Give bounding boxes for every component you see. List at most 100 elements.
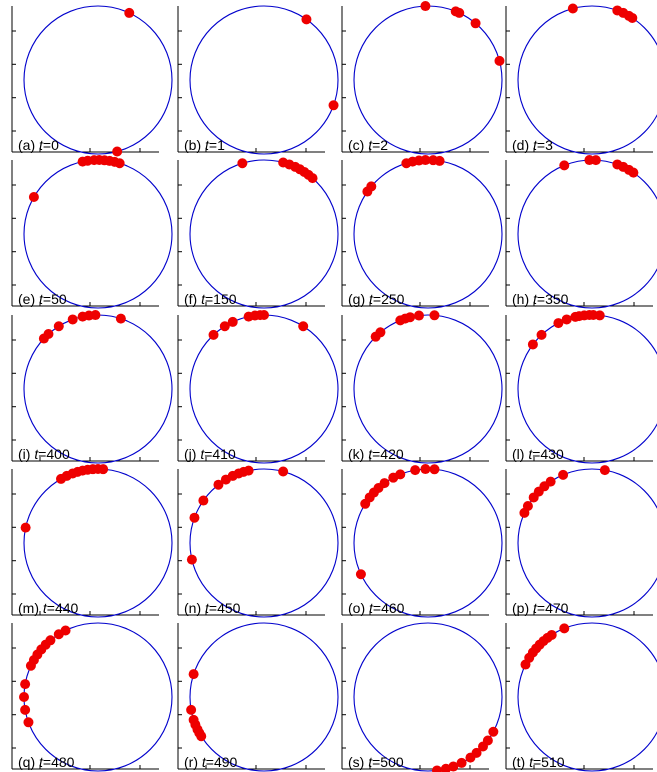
time-symbol: t xyxy=(533,137,538,153)
data-point xyxy=(90,310,101,321)
data-point xyxy=(413,310,424,321)
panel-p: (p) t=470 xyxy=(505,465,657,618)
data-point xyxy=(494,55,505,66)
panel-s: (s) t=500 xyxy=(341,622,503,772)
data-point xyxy=(237,158,248,169)
data-point xyxy=(561,314,572,325)
data-point xyxy=(546,629,557,640)
panel-time: =490 xyxy=(206,754,238,770)
panel-t: (t) t=510 xyxy=(505,622,657,772)
panel-letter: (r) xyxy=(184,754,202,770)
time-symbol: t xyxy=(201,291,206,307)
panel-j: (j) t=410 xyxy=(177,310,339,464)
data-point xyxy=(278,466,289,477)
data-point xyxy=(379,478,390,489)
panel-time: =150 xyxy=(205,291,237,307)
panel-letter: (f) xyxy=(184,291,201,307)
data-point xyxy=(67,314,78,325)
time-symbol: t xyxy=(200,446,205,462)
panel-k: (k) t=420 xyxy=(341,310,503,464)
data-point xyxy=(189,512,200,523)
panel-label: (r) t=490 xyxy=(184,754,238,770)
data-point xyxy=(213,479,224,490)
panel-time: =480 xyxy=(43,754,75,770)
time-symbol: t xyxy=(43,600,48,616)
panel-label: (l) t=430 xyxy=(512,446,564,462)
time-symbol: t xyxy=(529,754,534,770)
panel-label: (g) t=250 xyxy=(348,291,405,307)
panel-c: (c) t=2 xyxy=(341,1,505,155)
unit-circle xyxy=(517,159,657,309)
data-point xyxy=(627,12,638,23)
data-point xyxy=(227,316,238,327)
panel-time: =350 xyxy=(537,291,569,307)
panel-label: (d) t=3 xyxy=(512,137,553,153)
panel-m: (m) t=440 xyxy=(11,464,173,618)
data-point xyxy=(488,726,499,737)
data-point xyxy=(405,312,416,323)
data-point xyxy=(594,310,605,321)
data-point xyxy=(599,465,610,476)
time-symbol: t xyxy=(368,754,373,770)
unit-circle xyxy=(517,622,657,772)
panel-time: =410 xyxy=(204,446,236,462)
panel-label: (e) t=50 xyxy=(18,291,67,307)
data-point xyxy=(527,339,538,350)
panel-l: (l) t=430 xyxy=(505,310,657,464)
data-point xyxy=(45,635,56,646)
panel-time: =400 xyxy=(38,446,70,462)
data-point xyxy=(60,625,71,636)
panel-time: =440 xyxy=(47,600,79,616)
data-point xyxy=(307,173,318,184)
time-symbol: t xyxy=(528,446,533,462)
data-point xyxy=(355,569,366,580)
data-point xyxy=(196,731,207,742)
panel-time: =3 xyxy=(537,137,553,153)
panel-letter: (g) xyxy=(348,291,369,307)
data-point xyxy=(559,623,570,634)
time-symbol: t xyxy=(205,137,210,153)
panel-o: (o) t=460 xyxy=(341,464,503,618)
data-point xyxy=(115,313,126,324)
data-point xyxy=(28,192,39,202)
time-symbol: t xyxy=(369,291,374,307)
panel-label: (c) t=2 xyxy=(348,137,388,153)
data-point xyxy=(465,752,476,763)
panel-label: (f) t=150 xyxy=(184,291,237,307)
panel-r: (r) t=490 xyxy=(177,622,339,772)
data-point xyxy=(429,310,440,321)
data-point xyxy=(434,155,445,166)
unit-circle xyxy=(23,468,173,618)
data-point xyxy=(328,100,339,111)
data-point xyxy=(410,465,421,476)
panel-time: =2 xyxy=(372,137,388,153)
data-point xyxy=(420,1,431,12)
data-point xyxy=(545,476,556,487)
time-symbol: t xyxy=(202,754,207,770)
time-symbol: t xyxy=(34,446,39,462)
data-point xyxy=(375,327,386,338)
data-point xyxy=(23,717,34,728)
panel-letter: (i) xyxy=(18,446,34,462)
time-symbol: t xyxy=(39,137,44,153)
panel-label: (j) t=410 xyxy=(184,446,236,462)
time-symbol: t xyxy=(205,600,210,616)
data-point xyxy=(366,181,377,192)
data-point xyxy=(98,464,109,475)
data-point xyxy=(567,3,578,14)
panel-label: (k) t=420 xyxy=(348,446,404,462)
panel-letter: (q) xyxy=(18,754,39,770)
panel-d: (d) t=3 xyxy=(505,3,657,155)
panel-letter: (b) xyxy=(184,137,205,153)
data-point xyxy=(20,704,31,715)
data-point xyxy=(559,160,570,171)
panel-g: (g) t=250 xyxy=(341,155,503,309)
data-point xyxy=(522,501,533,511)
unit-circle xyxy=(23,5,173,155)
panel-f: (f) t=150 xyxy=(177,157,339,309)
panel-letter: (d) xyxy=(512,137,533,153)
data-point xyxy=(53,321,64,332)
panel-letter: (c) xyxy=(348,137,368,153)
panel-letter: (o) xyxy=(348,600,369,616)
